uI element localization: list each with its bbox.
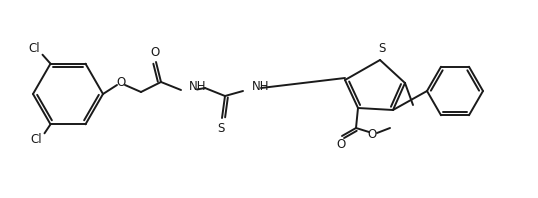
Text: Cl: Cl: [29, 42, 40, 55]
Text: S: S: [217, 122, 225, 134]
Text: O: O: [336, 138, 345, 151]
Text: Cl: Cl: [31, 133, 43, 146]
Text: NH: NH: [189, 80, 207, 92]
Text: O: O: [116, 75, 126, 89]
Text: NH: NH: [252, 80, 270, 92]
Text: O: O: [151, 46, 160, 58]
Text: O: O: [367, 128, 377, 141]
Text: S: S: [378, 42, 386, 54]
